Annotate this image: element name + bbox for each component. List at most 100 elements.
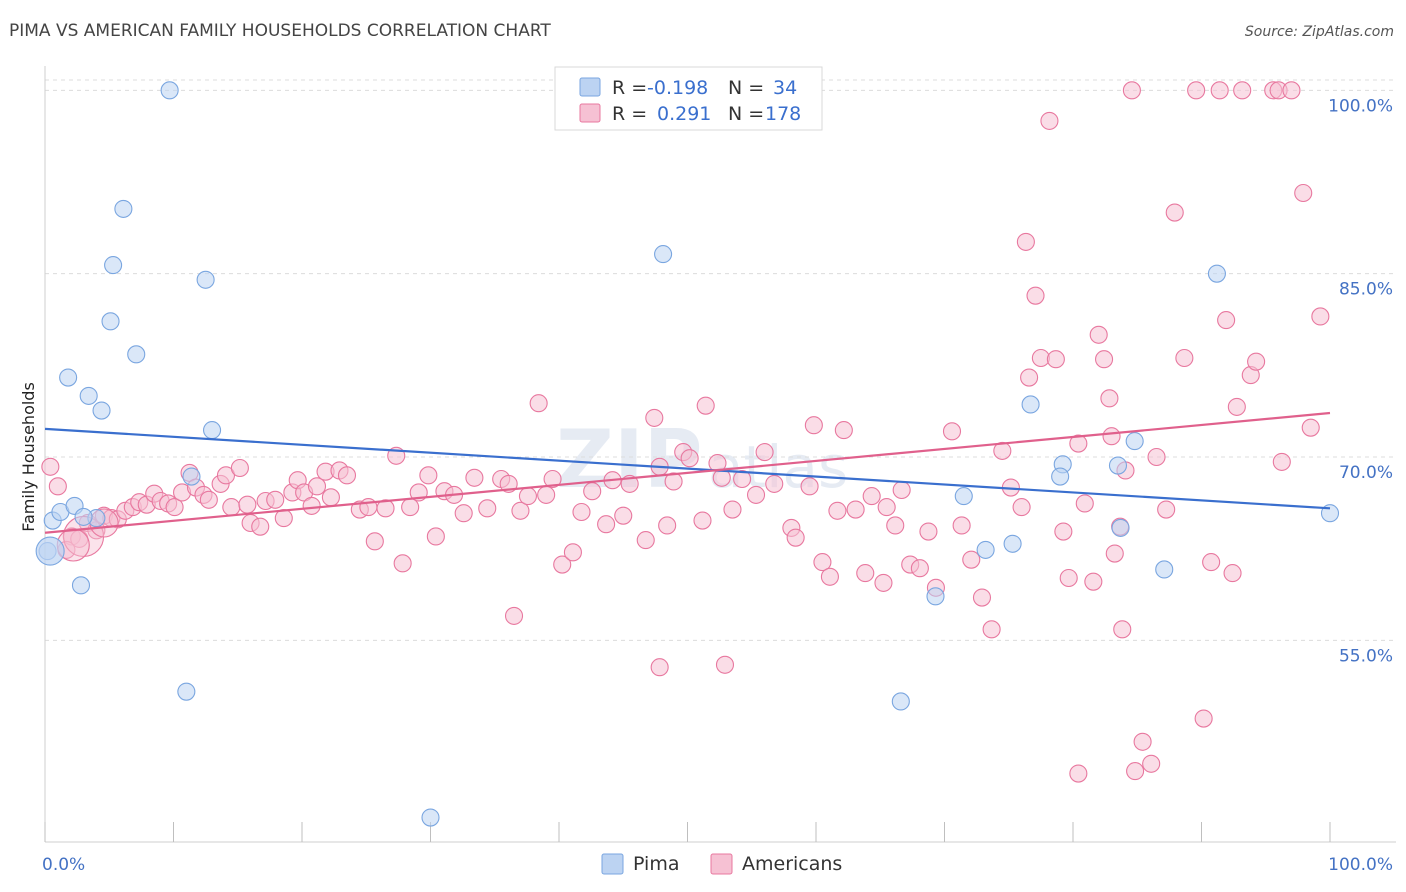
chart-title: PIMA VS AMERICAN FAMILY HOUSEHOLDS CORRE… bbox=[9, 21, 551, 41]
americans-point bbox=[1157, 500, 1176, 519]
y-axis-title: Family Households bbox=[19, 382, 38, 532]
americans-point bbox=[993, 441, 1012, 460]
americans-point bbox=[41, 457, 60, 476]
americans-point bbox=[693, 511, 712, 530]
americans-point bbox=[658, 516, 677, 535]
americans-point bbox=[1016, 232, 1035, 251]
americans-point bbox=[800, 477, 819, 496]
americans-point bbox=[982, 620, 1001, 639]
x-tick-label-max: 100.0% bbox=[1328, 855, 1393, 875]
americans-point bbox=[199, 490, 218, 509]
y-tick-label: 55.0% bbox=[1339, 646, 1393, 666]
americans-point bbox=[813, 553, 832, 572]
americans-point bbox=[846, 500, 865, 519]
bottom-legend-swatch-pima bbox=[601, 853, 624, 875]
pima-point bbox=[1003, 534, 1022, 553]
bottom-legend-swatch-americans bbox=[710, 853, 733, 875]
americans-point bbox=[1133, 732, 1152, 751]
americans-point bbox=[1147, 447, 1166, 467]
americans-point bbox=[1301, 418, 1320, 437]
americans-point bbox=[962, 550, 981, 569]
americans-point bbox=[302, 496, 321, 515]
americans-point bbox=[1095, 350, 1114, 369]
americans-point bbox=[1122, 81, 1141, 100]
americans-point bbox=[529, 394, 548, 413]
americans-point bbox=[1069, 434, 1088, 453]
pima-point bbox=[1207, 264, 1226, 283]
americans-point bbox=[820, 567, 839, 586]
pima-point bbox=[1021, 395, 1040, 414]
americans-point bbox=[828, 501, 847, 520]
americans-point bbox=[972, 588, 992, 607]
americans-point bbox=[376, 499, 395, 518]
americans-point bbox=[216, 466, 236, 485]
y-tick-label: 100.0% bbox=[1328, 96, 1393, 116]
americans-point bbox=[572, 502, 591, 522]
pima-point bbox=[127, 345, 146, 364]
americans-point bbox=[664, 472, 683, 491]
pima-point bbox=[1111, 518, 1130, 537]
pima-point bbox=[196, 270, 215, 289]
y-axis-label: Family Households bbox=[19, 382, 38, 532]
americans-point bbox=[518, 487, 537, 506]
americans-point bbox=[504, 606, 524, 625]
pima-point bbox=[926, 587, 945, 606]
americans-point bbox=[537, 485, 556, 504]
americans-point bbox=[1294, 183, 1313, 203]
pima-point bbox=[177, 682, 196, 701]
pima-point bbox=[1125, 432, 1144, 451]
americans-point bbox=[1031, 348, 1050, 368]
legend: R = -0.198 N = 34 R = 0.291 N = 178 bbox=[554, 66, 823, 131]
americans-point bbox=[1113, 620, 1132, 639]
pima-point bbox=[954, 487, 973, 506]
americans-point bbox=[222, 498, 241, 517]
americans-point bbox=[1165, 203, 1184, 222]
americans-point bbox=[636, 531, 655, 550]
americans-point bbox=[1126, 762, 1145, 781]
pima-point bbox=[654, 245, 673, 264]
pima-point bbox=[1108, 456, 1128, 475]
americans-point bbox=[238, 495, 257, 514]
y-tick-label: 70.0% bbox=[1339, 463, 1393, 483]
americans-point bbox=[1075, 494, 1094, 513]
bottom-legend-americans: Americans bbox=[742, 853, 842, 875]
americans-point bbox=[1100, 389, 1119, 408]
americans-trend-line bbox=[44, 411, 1331, 534]
americans-point bbox=[1311, 307, 1330, 326]
americans-point bbox=[478, 499, 497, 518]
americans-point bbox=[862, 487, 881, 506]
americans-point bbox=[1040, 111, 1059, 130]
americans-point bbox=[834, 421, 853, 440]
americans-point bbox=[1084, 572, 1103, 591]
legend-n-label-americans: N = bbox=[728, 103, 764, 125]
americans-point bbox=[1194, 709, 1213, 728]
legend-n-label-pima: N = bbox=[728, 77, 764, 99]
americans-point bbox=[1102, 427, 1121, 446]
americans-point bbox=[1026, 286, 1045, 305]
pima-points bbox=[35, 81, 1340, 827]
pima-point bbox=[1051, 467, 1070, 486]
americans-point bbox=[48, 477, 67, 496]
americans-point bbox=[1272, 452, 1291, 471]
americans-point bbox=[1247, 352, 1266, 371]
legend-swatch-pima bbox=[579, 77, 601, 97]
americans-point bbox=[1089, 325, 1108, 344]
pima-point bbox=[74, 507, 93, 526]
americans-point bbox=[919, 522, 938, 541]
americans-point bbox=[1046, 350, 1065, 369]
americans-point bbox=[723, 500, 742, 519]
americans-point bbox=[755, 443, 774, 462]
americans-point bbox=[614, 506, 633, 525]
americans-point bbox=[645, 408, 664, 427]
americans-point bbox=[1210, 81, 1229, 100]
legend-n-americans: 178 bbox=[765, 103, 801, 125]
americans-point bbox=[942, 422, 962, 441]
americans-point bbox=[1012, 498, 1031, 517]
americans-point bbox=[804, 416, 823, 435]
americans-point bbox=[1069, 764, 1088, 783]
pima-point bbox=[1155, 560, 1174, 579]
americans-point bbox=[553, 555, 572, 574]
pima-point bbox=[92, 401, 111, 420]
x-tick-label-min: 0.0% bbox=[42, 855, 85, 875]
americans-point bbox=[1223, 564, 1242, 583]
